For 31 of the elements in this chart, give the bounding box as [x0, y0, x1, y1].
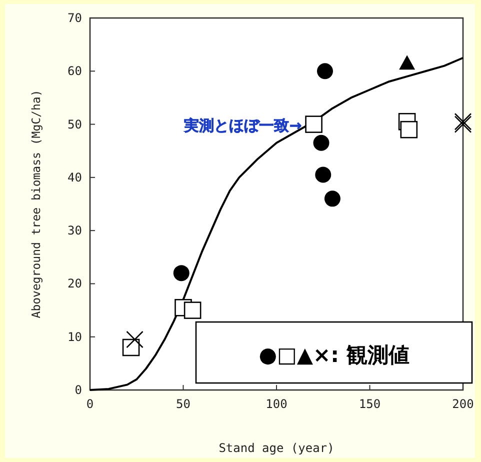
- note-box: ●□▲×: 観測値: [195, 321, 473, 384]
- annotation: ●□▲×: 観測値: [258, 343, 410, 367]
- point: [324, 190, 340, 207]
- point: [313, 134, 330, 151]
- x-tick-label: 0: [86, 397, 94, 411]
- y-tick-label: 70: [68, 11, 82, 25]
- point: [305, 116, 322, 133]
- y-tick-label: 10: [68, 330, 82, 344]
- point: [126, 330, 144, 348]
- y-axis-title: Aboveground tree biomass (MgC/ha): [29, 90, 43, 318]
- point: [454, 116, 472, 133]
- y-tick-label: 60: [68, 64, 82, 78]
- point: [400, 120, 418, 138]
- y-tick-label: 50: [68, 117, 82, 132]
- x-tick-label: 200: [452, 397, 474, 411]
- point: [173, 265, 190, 282]
- point: [184, 302, 202, 319]
- x-tick-label: 150: [358, 397, 381, 411]
- point: [315, 166, 332, 183]
- x-tick-label: 50: [176, 397, 190, 411]
- point: [399, 55, 416, 70]
- x-tick-label: 100: [266, 397, 288, 411]
- x-axis-title: Stand age (year): [218, 441, 334, 455]
- point: [454, 112, 472, 130]
- y-tick-label: 0: [74, 383, 82, 397]
- annotation: 実測とほぼ一致→: [183, 116, 302, 134]
- y-tick-label: 20: [68, 276, 82, 291]
- line-series: [89, 56, 464, 391]
- y-tick-label: 40: [68, 170, 82, 184]
- point: [316, 63, 333, 80]
- y-tick-label: 30: [68, 224, 82, 238]
